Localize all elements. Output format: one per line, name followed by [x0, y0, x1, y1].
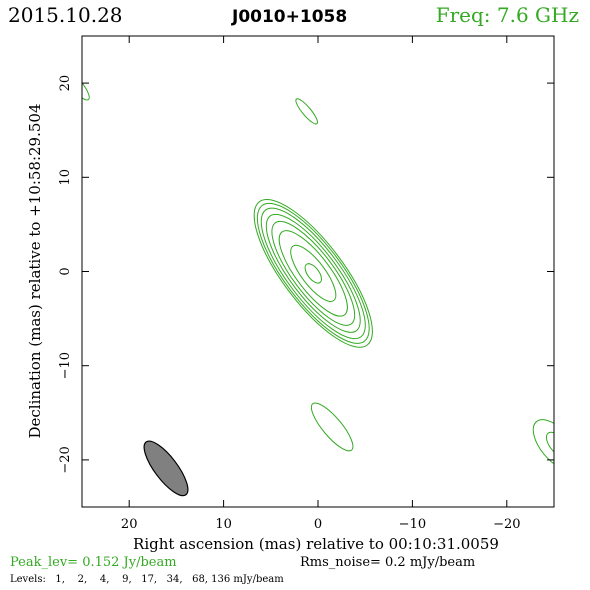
- x-tick-label: 0: [314, 517, 322, 532]
- plot-content: [82, 69, 554, 497]
- weak-contour-5: [545, 431, 554, 458]
- weak-contour-4: [532, 419, 554, 471]
- observation-date: 2015.10.28: [8, 3, 123, 27]
- source-name: J0010+1058: [231, 7, 347, 27]
- y-tick-label: 0: [58, 267, 73, 275]
- contour-level-4: [260, 207, 366, 340]
- y-axis-title: Declination (mas) relative to +10:58:29.…: [26, 103, 44, 438]
- y-tick-label: −20: [58, 446, 73, 473]
- contour-level-1: [253, 198, 373, 348]
- y-tick-label: 10: [58, 169, 73, 186]
- contour-level-136: [304, 263, 322, 284]
- peak-level: Peak_lev= 0.152 Jy/beam: [10, 555, 177, 570]
- contour-level-68: [290, 244, 337, 302]
- x-tick-label: 20: [121, 517, 138, 532]
- weak-contour-1: [295, 98, 318, 125]
- weak-contour-3: [82, 69, 90, 101]
- plot-frame: [81, 35, 555, 508]
- frequency-label: Freq: 7.6 GHz: [436, 3, 579, 27]
- beam-ellipse: [143, 440, 189, 497]
- x-tick-label: −20: [493, 517, 520, 532]
- contour-level-9: [265, 213, 361, 333]
- x-tick-label: 10: [215, 517, 232, 532]
- plot-area: 20 10 0 −10 −20 −20 −10 0 10 20: [58, 35, 555, 532]
- x-tick-label: −10: [399, 517, 426, 532]
- rms-noise: Rms_noise= 0.2 mJy/beam: [300, 555, 475, 570]
- y-tick-label: 20: [58, 75, 73, 92]
- x-axis-title: Right ascension (mas) relative to 00:10:…: [133, 535, 499, 553]
- contour-level-17: [271, 220, 356, 326]
- contour-level-34: [278, 230, 348, 317]
- weak-contour-2: [310, 402, 354, 452]
- y-tick-label: −10: [58, 352, 73, 379]
- contour-level-2: [256, 202, 370, 344]
- contour-levels: Levels: 1, 2, 4, 9, 17, 34, 68, 136 mJy/…: [10, 574, 284, 585]
